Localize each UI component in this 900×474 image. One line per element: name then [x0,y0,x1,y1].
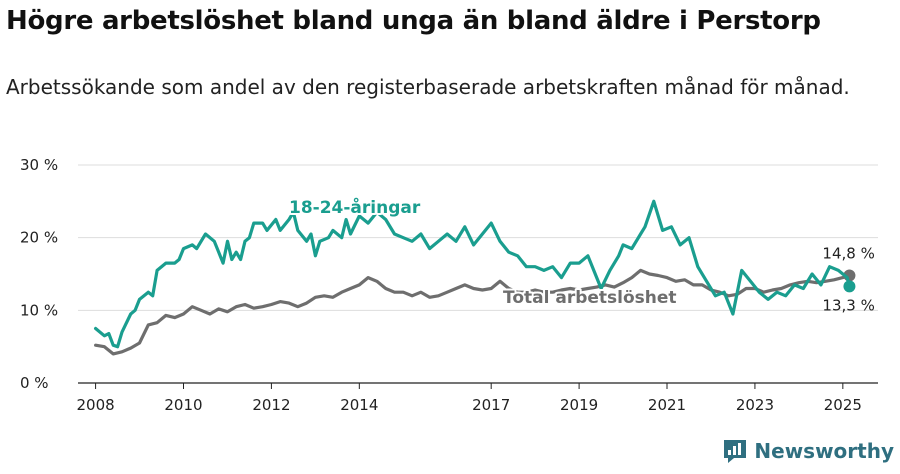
x-tick-label: 2023 [736,396,774,414]
series-label-total: Total arbetslöshet [503,288,677,308]
grid-lines [78,164,878,384]
series-lines [94,199,856,356]
x-axis: 2008 2010 2012 2014 2017 2019 2021 2023 2025 [76,383,862,414]
chart-subtitle: Arbetssökande som andel av den registerb… [6,75,850,99]
x-tick-label: 2017 [472,396,510,414]
chart-title: Högre arbetslöshet bland unga än bland ä… [6,6,821,36]
end-value-total: 14,8 % [822,244,874,262]
x-tick-label: 2021 [648,396,686,414]
y-tick-label: 10 % [20,301,58,319]
y-tick-label: 30 % [20,156,58,174]
x-tick-label: 2010 [164,396,202,414]
end-value-youth: 13,3 % [822,296,874,314]
y-tick-label: 20 % [20,229,58,247]
x-tick-label: 2019 [560,396,598,414]
series-label-youth: 18-24-åringar [289,196,421,218]
logo-text: Newsworthy [754,439,894,463]
y-tick-label: 0 % [20,374,49,392]
bar-chart-icon [724,440,747,463]
series-labels: 18-24-åringar Total arbetslöshet 14,8 % 13,… [287,194,875,314]
series-line-total [94,268,851,356]
endpoint-marker-youth [843,280,856,293]
newsworthy-logo[interactable]: Newsworthy [722,436,894,466]
y-axis: 0 % 10 % 20 % 30 % [20,156,58,392]
x-tick-label: 2008 [76,396,114,414]
x-tick-label: 2025 [824,396,862,414]
series-line-youth [94,199,851,349]
x-tick-label: 2014 [340,396,378,414]
x-tick-label: 2012 [252,396,290,414]
